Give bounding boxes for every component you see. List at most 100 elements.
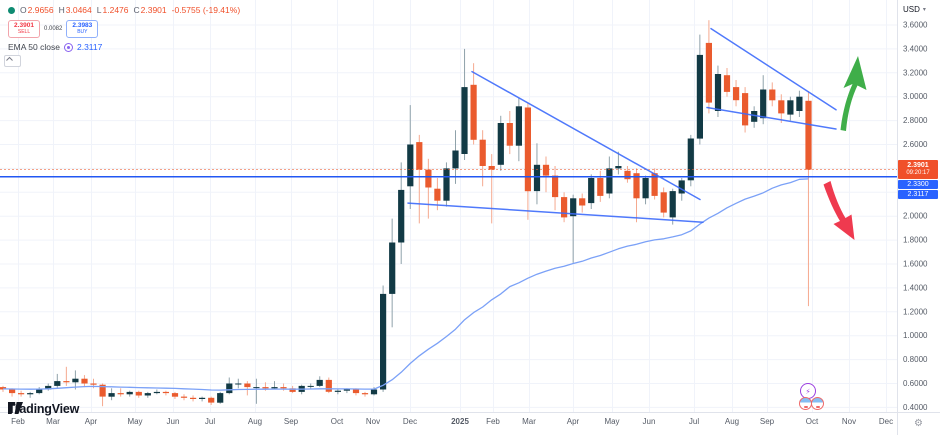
candle <box>660 192 667 213</box>
candle <box>561 197 568 218</box>
ema-50-line[interactable] <box>2 178 809 391</box>
candle <box>733 87 740 101</box>
legend-collapse-button[interactable] <box>4 55 21 67</box>
last-price-label: 2.3901 09:20:17 <box>898 160 938 180</box>
candle <box>742 93 749 126</box>
buy-price: 2.3983 <box>72 21 93 29</box>
price-tick-label: 1.8000 <box>903 236 928 245</box>
candle <box>515 106 522 146</box>
open-value: 2.9656 <box>27 5 54 15</box>
symbol-legend: O 2.9656 H 3.0464 L 1.2476 C 2.3901 -0.5755 … <box>8 5 240 15</box>
chevron-down-icon: ▾ <box>922 7 926 13</box>
candle <box>289 388 296 392</box>
candle <box>63 381 70 383</box>
candle <box>615 166 622 169</box>
lightning-sticker[interactable]: ⚡ <box>800 383 816 399</box>
price-tick-label: 2.0000 <box>903 212 928 221</box>
time-tick-label: Aug <box>725 417 739 426</box>
time-tick-label: Jun <box>643 417 656 426</box>
high-label: H <box>58 5 65 15</box>
candle <box>398 189 405 243</box>
candle <box>72 378 79 383</box>
candle <box>624 170 631 180</box>
last-price-value: 2.3901 <box>907 162 929 170</box>
candle <box>470 84 477 140</box>
settings-gear-icon[interactable]: ⚙ <box>914 418 923 429</box>
indicator-value: 2.3117 <box>76 42 103 52</box>
candle <box>407 144 414 187</box>
candle <box>760 89 767 119</box>
green-up-arrow[interactable] <box>840 56 867 131</box>
candle <box>769 89 776 101</box>
candle <box>9 389 16 394</box>
candle <box>669 191 676 218</box>
candle <box>751 111 758 122</box>
candle <box>723 75 731 92</box>
axis-labels-layer: 3.6000 3.4000 3.2000 3.0000 2.8000 2.6000 2.00… <box>11 21 928 427</box>
price-tick-label: 1.0000 <box>903 331 928 340</box>
candle <box>262 387 269 389</box>
trendline-triangle-lower[interactable] <box>407 202 704 223</box>
trendline-wedge-upper[interactable] <box>710 27 837 111</box>
time-tick-label: May <box>604 417 619 426</box>
candle <box>425 169 432 188</box>
candle <box>171 393 179 397</box>
candle <box>796 96 803 111</box>
buy-button[interactable]: 2.3983 BUY <box>66 20 99 38</box>
red-down-arrow[interactable] <box>823 181 855 240</box>
currency-label: USD <box>903 5 920 14</box>
time-tick-label: Apr <box>85 417 98 426</box>
candle <box>253 387 260 389</box>
candle <box>678 180 685 194</box>
sell-button[interactable]: 2.3901 SELL <box>8 20 40 38</box>
candle <box>597 178 604 196</box>
close-label: C <box>133 5 140 15</box>
candle <box>434 188 441 201</box>
buy-label: BUY <box>77 28 88 35</box>
candle <box>361 393 369 395</box>
candle <box>533 164 541 192</box>
currency-dropdown[interactable]: USD ▾ <box>903 5 926 14</box>
price-tick-label: 1.4000 <box>903 283 928 292</box>
candle <box>334 390 341 392</box>
time-tick-label: Mar <box>46 417 60 426</box>
trendline-wedge-lower[interactable] <box>706 106 837 130</box>
price-tick-label: 3.0000 <box>903 92 928 101</box>
candle <box>552 175 559 198</box>
close-value: 2.3901 <box>140 5 167 15</box>
candle <box>542 164 550 176</box>
time-tick-label: May <box>127 417 142 426</box>
indicator-legend[interactable]: EMA 50 close 2.3117 <box>8 42 102 52</box>
candle <box>370 389 378 395</box>
candle <box>696 54 703 139</box>
low-value: 1.2476 <box>102 5 129 15</box>
bar-countdown: 09:20:17 <box>906 170 930 177</box>
price-tick-label: 2.6000 <box>903 140 928 149</box>
trendline-triangle-upper[interactable] <box>471 70 701 201</box>
candle <box>778 100 785 114</box>
emoji-sticker[interactable] <box>811 397 824 410</box>
candle <box>524 107 531 192</box>
candle <box>126 391 133 395</box>
candle <box>45 385 52 390</box>
candle <box>199 397 206 399</box>
price-tick-label: 3.4000 <box>903 44 928 53</box>
tradingview-logo[interactable]: TradingView <box>8 402 79 416</box>
candle <box>452 150 459 169</box>
open-label: O <box>20 5 27 15</box>
tradingview-logo-text: TradingView <box>8 402 80 416</box>
candle <box>153 391 160 394</box>
time-tick-label: Dec <box>879 417 893 426</box>
candle <box>144 393 151 396</box>
time-tick-label: Sep <box>284 417 299 426</box>
price-tick-label: 3.2000 <box>903 68 928 77</box>
candle <box>443 168 450 201</box>
candle <box>226 383 233 394</box>
candle <box>497 123 504 165</box>
candle <box>380 293 387 390</box>
spread-value: 0.0082 <box>44 26 63 32</box>
candle <box>108 393 115 397</box>
sell-price: 2.3901 <box>14 21 34 29</box>
